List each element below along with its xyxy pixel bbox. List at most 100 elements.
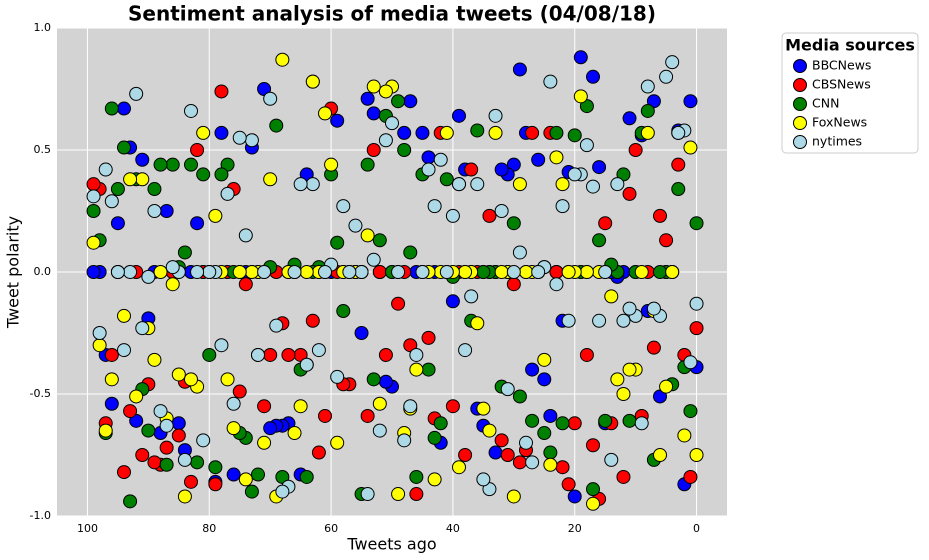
scatter-point bbox=[470, 123, 485, 138]
scatter-point bbox=[500, 382, 515, 397]
scatter-point bbox=[653, 265, 667, 279]
scatter-point bbox=[171, 428, 186, 443]
scatter-point bbox=[117, 140, 131, 155]
scatter-point bbox=[561, 477, 576, 492]
legend-box bbox=[781, 32, 919, 154]
scatter-point bbox=[579, 347, 594, 362]
scatter-point bbox=[92, 326, 107, 340]
scatter-point bbox=[104, 101, 119, 116]
scatter-point bbox=[318, 106, 332, 121]
scatter-point bbox=[476, 401, 491, 416]
scatter-point bbox=[433, 416, 448, 431]
scatter-point bbox=[628, 143, 643, 157]
scatter-point bbox=[135, 172, 150, 187]
scatter-point bbox=[586, 496, 600, 511]
scatter-point bbox=[671, 182, 686, 197]
scatter-point bbox=[214, 338, 229, 353]
scatter-point bbox=[445, 399, 460, 414]
scatter-point bbox=[421, 162, 436, 177]
scatter-point bbox=[86, 265, 101, 279]
scatter-point bbox=[549, 265, 564, 279]
scatter-point bbox=[525, 455, 540, 470]
scatter-point bbox=[512, 62, 527, 77]
scatter-point bbox=[506, 265, 521, 279]
scatter-point bbox=[135, 321, 150, 336]
scatter-point bbox=[610, 372, 625, 387]
scatter-point bbox=[281, 347, 296, 362]
scatter-point bbox=[135, 152, 150, 167]
scatter-point bbox=[592, 160, 607, 175]
scatter-point bbox=[184, 157, 198, 172]
scatter-point bbox=[470, 177, 485, 192]
x-tick-label: 40 bbox=[446, 522, 460, 535]
scatter-point bbox=[214, 84, 229, 99]
scatter-point bbox=[592, 233, 607, 248]
scatter-point bbox=[117, 101, 131, 116]
scatter-point bbox=[311, 445, 326, 460]
scatter-point bbox=[141, 269, 156, 284]
scatter-point bbox=[512, 177, 527, 192]
scatter-point bbox=[123, 172, 138, 187]
legend-marker bbox=[793, 59, 807, 73]
scatter-point bbox=[531, 265, 546, 279]
scatter-point bbox=[196, 125, 211, 140]
scatter-point bbox=[391, 94, 406, 109]
x-axis-label: Tweets ago bbox=[346, 535, 436, 554]
scatter-point bbox=[220, 372, 235, 387]
scatter-point bbox=[476, 265, 491, 279]
scatter-point bbox=[567, 167, 582, 182]
scatter-point bbox=[634, 265, 649, 279]
scatter-point bbox=[689, 448, 704, 462]
scatter-point bbox=[427, 472, 442, 487]
scatter-point bbox=[330, 113, 345, 128]
scatter-point bbox=[190, 455, 205, 470]
scatter-point bbox=[494, 204, 509, 218]
scatter-point bbox=[366, 143, 381, 157]
scatter-point bbox=[263, 347, 278, 362]
x-tick-label: 80 bbox=[202, 522, 216, 535]
scatter-point bbox=[659, 69, 674, 84]
scatter-point bbox=[555, 199, 570, 214]
y-tick-label: 0.0 bbox=[34, 265, 52, 278]
scatter-point bbox=[464, 289, 479, 304]
scatter-point bbox=[567, 128, 582, 143]
scatter-point bbox=[98, 162, 113, 177]
scatter-point bbox=[275, 484, 290, 499]
scatter-point bbox=[287, 265, 302, 279]
scatter-point bbox=[506, 277, 521, 292]
scatter-point bbox=[348, 218, 363, 233]
scatter-point bbox=[226, 396, 241, 411]
scatter-point bbox=[208, 208, 223, 223]
scatter-point bbox=[488, 108, 503, 123]
scatter-point bbox=[147, 455, 162, 470]
scatter-point bbox=[117, 465, 131, 480]
scatter-point bbox=[196, 433, 211, 448]
scatter-point bbox=[330, 369, 345, 384]
scatter-point bbox=[92, 338, 107, 353]
legend-marker bbox=[793, 116, 807, 130]
scatter-point bbox=[458, 265, 473, 279]
scatter-point bbox=[147, 182, 162, 197]
scatter-point bbox=[397, 143, 412, 157]
scatter-point bbox=[586, 179, 600, 194]
scatter-point bbox=[391, 265, 406, 279]
scatter-point bbox=[311, 343, 326, 358]
legend-marker bbox=[793, 135, 807, 149]
scatter-point bbox=[202, 265, 217, 279]
scatter-point bbox=[190, 216, 205, 231]
scatter-point bbox=[683, 404, 698, 419]
scatter-point bbox=[305, 74, 320, 89]
scatter-point bbox=[439, 172, 454, 187]
scatter-point bbox=[415, 265, 430, 279]
scatter-point bbox=[397, 125, 412, 140]
scatter-point bbox=[159, 457, 174, 472]
scatter-point bbox=[263, 91, 278, 106]
scatter-point bbox=[537, 372, 552, 387]
legend-label: FoxNews bbox=[812, 115, 867, 130]
scatter-point bbox=[482, 208, 497, 223]
scatter-point bbox=[177, 452, 192, 467]
legend-marker bbox=[793, 78, 807, 92]
scatter-point bbox=[616, 387, 631, 401]
scatter-point bbox=[543, 74, 558, 89]
scatter-point bbox=[604, 452, 619, 467]
